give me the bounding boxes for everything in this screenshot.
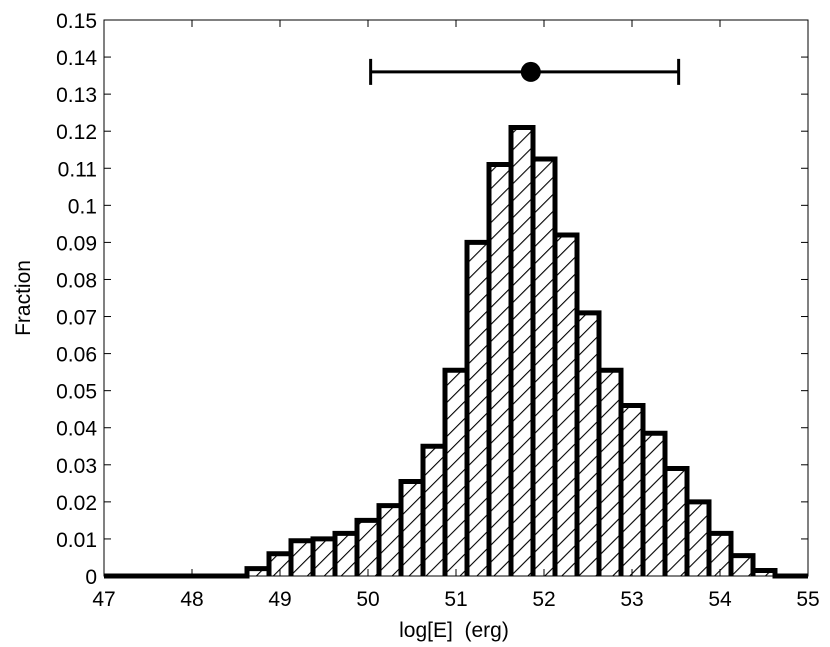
histogram-bar (577, 312, 599, 576)
y-tick-label: 0.15 (56, 10, 97, 33)
y-tick-label: 0.05 (56, 381, 97, 404)
y-tick-label: 0.1 (68, 195, 97, 218)
x-axis-ticks: 47 48 49 50 51 52 53 54 55 (92, 20, 820, 611)
histogram-bar (599, 370, 621, 576)
x-tick-label: 47 (92, 588, 115, 611)
y-tick-label: 0.01 (56, 529, 97, 552)
y-tick-label: 0.13 (56, 84, 97, 107)
histogram-bar (511, 127, 533, 576)
histogram-bar (533, 159, 555, 576)
x-tick-label: 55 (796, 588, 819, 611)
histogram-bar (247, 568, 269, 576)
histogram-bar (445, 370, 467, 576)
histogram-bar (313, 538, 335, 576)
y-tick-label: 0.03 (56, 455, 97, 478)
x-tick-label: 49 (268, 588, 291, 611)
histogram-bar (291, 540, 313, 576)
histogram-bar (489, 164, 511, 576)
histogram-bar (467, 242, 489, 576)
x-tick-label: 52 (532, 588, 555, 611)
histogram-bar (687, 501, 709, 576)
histogram-bar (643, 433, 665, 576)
mean-point (520, 61, 541, 82)
y-tick-label: 0.02 (56, 492, 97, 515)
x-tick-label: 50 (356, 588, 379, 611)
y-tick-label: 0.09 (56, 232, 97, 255)
histogram-bar (665, 468, 687, 576)
histogram-bar (709, 533, 731, 576)
histogram-bar (753, 570, 775, 576)
histogram-bar (357, 520, 379, 576)
x-tick-label: 51 (444, 588, 467, 611)
histogram-bar (269, 553, 291, 576)
y-tick-label: 0.14 (56, 47, 97, 70)
y-tick-label: 0.11 (58, 158, 97, 181)
histogram-bar (423, 446, 445, 576)
y-tick-label: 0.08 (56, 269, 97, 292)
histogram-bar (621, 405, 643, 576)
histogram-bar (555, 234, 577, 576)
histogram-bar (401, 481, 423, 576)
histogram-bar (335, 533, 357, 576)
y-tick-label: 0.04 (56, 418, 97, 441)
x-tick-label: 54 (708, 588, 732, 611)
y-tick-label: 0 (85, 566, 97, 589)
y-tick-label: 0.06 (56, 344, 97, 367)
y-tick-label: 0.12 (56, 121, 97, 144)
y-axis-label: Fraction (12, 260, 35, 336)
histogram-bar (731, 555, 753, 576)
error-bar (369, 58, 681, 85)
x-axis-label: log[E] (erg) (399, 619, 509, 642)
x-tick-label: 48 (180, 588, 203, 611)
y-tick-label: 0.07 (56, 307, 97, 330)
histogram-bar (379, 505, 401, 576)
y-axis-ticks: 0 0.01 0.02 0.03 0.04 0.05 0.06 0.07 0.08 0.09 0.1… (56, 10, 808, 589)
histogram-bars (247, 127, 775, 576)
x-tick-label: 53 (620, 588, 643, 611)
